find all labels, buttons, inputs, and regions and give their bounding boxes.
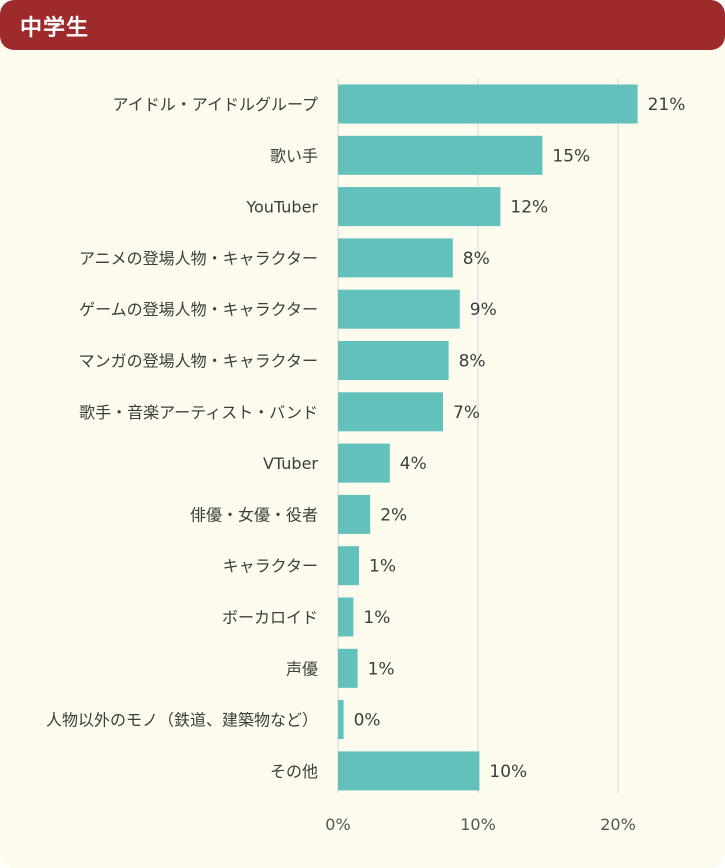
bar <box>338 494 371 534</box>
data-label: 12% <box>510 198 548 218</box>
chart-header: 中学生 <box>0 0 725 50</box>
chart-title: 中学生 <box>20 16 90 41</box>
data-label: 15% <box>552 146 590 166</box>
value-labels: 21% 15% 12% 8% 9% 8% 7% 4% 2% 1% 1% 1% 0% 10% <box>354 95 686 782</box>
data-label: 4% <box>400 454 427 474</box>
category-label: 人物以外のモノ（鉄道、建築物など） <box>46 711 318 730</box>
x-axis-ticks: 0% 10% 20% <box>325 815 635 834</box>
bar <box>338 187 501 227</box>
bar <box>338 238 453 278</box>
data-label: 8% <box>459 352 486 372</box>
category-label: その他 <box>270 762 318 781</box>
category-label: アイドル・アイドルグループ <box>113 95 318 114</box>
data-label: 9% <box>470 300 497 320</box>
data-label: 8% <box>463 249 490 269</box>
category-label: 声優 <box>286 659 318 678</box>
x-tick-label: 0% <box>325 815 350 834</box>
data-label: 7% <box>453 403 480 423</box>
category-label: アニメの登場人物・キャラクター <box>79 249 318 268</box>
bar <box>338 597 354 637</box>
bar <box>338 392 443 432</box>
grid-lines <box>337 78 619 793</box>
bar <box>338 751 480 791</box>
category-label: VTuber <box>263 454 318 473</box>
bar <box>338 289 460 329</box>
data-label: 0% <box>354 711 381 731</box>
bar <box>338 546 359 586</box>
bar <box>338 648 358 688</box>
bars <box>338 84 638 791</box>
bar <box>338 84 638 124</box>
bar <box>338 700 344 740</box>
category-label: ゲームの登場人物・キャラクター <box>79 300 318 319</box>
x-tick-label: 20% <box>600 815 636 834</box>
category-label: キャラクター <box>223 557 318 576</box>
data-label: 21% <box>648 95 686 115</box>
category-label: ボーカロイド <box>222 608 318 627</box>
data-label: 2% <box>380 505 407 525</box>
data-label: 1% <box>368 659 395 679</box>
bar <box>338 135 543 175</box>
bar <box>338 443 390 483</box>
category-label: 俳優・女優・役者 <box>190 505 318 524</box>
x-tick-label: 10% <box>460 815 496 834</box>
category-label: YouTuber <box>245 198 318 217</box>
bar <box>338 341 449 380</box>
data-label: 1% <box>363 608 390 628</box>
category-label: 歌手・音楽アーティスト・バンド <box>79 403 318 422</box>
data-label: 10% <box>489 762 527 782</box>
data-label: 1% <box>369 557 396 577</box>
category-label: 歌い手 <box>270 146 318 165</box>
category-label: マンガの登場人物・キャラクター <box>79 352 318 371</box>
